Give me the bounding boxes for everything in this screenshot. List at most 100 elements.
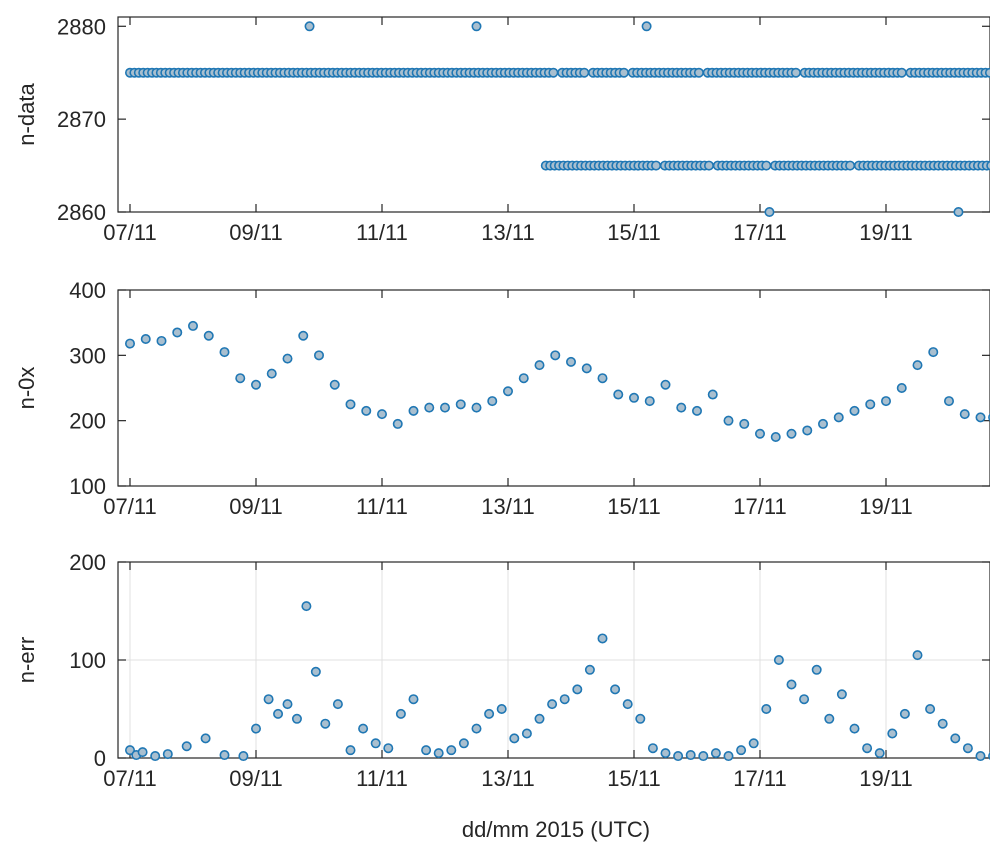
data-point [203, 330, 214, 341]
data-point [817, 418, 828, 429]
data-point [496, 703, 507, 714]
data-point [736, 745, 747, 756]
data-point [395, 708, 406, 719]
data-point [565, 356, 576, 367]
data-point [943, 396, 954, 407]
data-point [739, 418, 750, 429]
data-point [849, 723, 860, 734]
data-point [770, 431, 781, 442]
plot-frame [117, 16, 990, 213]
data-point [887, 728, 898, 739]
x-tick-label: 11/11 [356, 766, 408, 791]
data-point [698, 751, 709, 762]
data-point [304, 21, 315, 32]
data-point [150, 751, 161, 762]
y-tick-label: 200 [69, 550, 106, 575]
data-point [647, 743, 658, 754]
data-point [635, 713, 646, 724]
data-point [845, 160, 856, 171]
data-point [597, 373, 608, 384]
panel-n-err: 07/11 09/11 11/11 13/11 15/11 17/11 19/11 0 100 2… [14, 550, 990, 791]
data-point [219, 347, 230, 358]
data-point [383, 743, 394, 754]
data-point [235, 373, 246, 384]
data-point [559, 694, 570, 705]
y-tick-label: 400 [69, 278, 106, 303]
x-tick-label: 09/11 [229, 220, 282, 245]
data-point [358, 723, 369, 734]
data-point [754, 428, 765, 439]
x-tick-label: 19/11 [859, 766, 912, 791]
data-point [912, 650, 923, 661]
data-point [685, 750, 696, 761]
data-point [802, 425, 813, 436]
data-point [291, 713, 302, 724]
data-point [471, 21, 482, 32]
data-point [433, 748, 444, 759]
x-tick-label: 17/11 [733, 220, 786, 245]
x-tick-label: 15/11 [607, 220, 660, 245]
data-point [487, 396, 498, 407]
data-point [959, 409, 970, 420]
data-point [641, 21, 652, 32]
data-point [693, 67, 704, 78]
y-tick-label: 2870 [57, 107, 106, 132]
data-point [824, 713, 835, 724]
data-point [310, 666, 321, 677]
data-point [613, 389, 624, 400]
x-tick-label: 17/11 [733, 766, 786, 791]
data-point [691, 405, 702, 416]
data-point [320, 718, 331, 729]
data-point [370, 738, 381, 749]
y-axis-label: n-err [14, 637, 39, 683]
data-point [836, 689, 847, 700]
data-point [703, 160, 714, 171]
data-point [298, 330, 309, 341]
data-point [975, 751, 986, 762]
data-point [660, 379, 671, 390]
data-point [156, 335, 167, 346]
data-point [975, 412, 986, 423]
data-point [899, 708, 910, 719]
x-tick-label: 09/11 [229, 494, 282, 519]
data-point [849, 405, 860, 416]
data-point [521, 728, 532, 739]
data-point [786, 679, 797, 690]
y-tick-label: 0 [94, 746, 106, 771]
y-axis-label: n-data [14, 83, 39, 146]
data-point [518, 373, 529, 384]
data-point [238, 751, 249, 762]
data-point [880, 396, 891, 407]
data-point [572, 684, 583, 695]
data-point [200, 733, 211, 744]
data-point [833, 412, 844, 423]
x-tick-label: 11/11 [356, 494, 408, 519]
data-point [408, 694, 419, 705]
plot-frame [117, 289, 990, 487]
data-point [723, 415, 734, 426]
panel-n-data: 07/11 09/11 11/11 13/11 15/11 17/11 19/11 2860 2… [14, 14, 990, 245]
data-point [282, 353, 293, 364]
data-point [509, 733, 520, 744]
data-point [125, 745, 136, 756]
data-point [925, 703, 936, 714]
data-point [773, 654, 784, 665]
x-tick-label: 13/11 [481, 494, 534, 519]
x-tick-label: 17/11 [733, 494, 786, 519]
data-point [673, 751, 684, 762]
data-point [896, 67, 907, 78]
y-tick-label: 100 [69, 474, 106, 499]
y-tick-label: 2880 [57, 14, 106, 39]
data-point [984, 67, 990, 78]
data-point [392, 418, 403, 429]
data-point [345, 745, 356, 756]
data-point [125, 338, 136, 349]
data-point [455, 399, 466, 410]
data-point [332, 699, 343, 710]
data-point [874, 748, 885, 759]
x-tick-label: 15/11 [607, 494, 660, 519]
data-point [953, 207, 964, 218]
x-axis-label: dd/mm 2015 (UTC) [462, 817, 650, 842]
data-point [928, 347, 939, 358]
